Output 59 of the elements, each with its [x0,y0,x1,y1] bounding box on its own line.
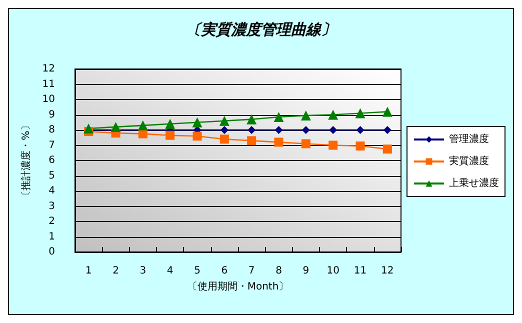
x-tick-label: 3 [140,266,146,276]
y-tick-label: 2 [48,216,55,227]
y-tick-label: 9 [48,109,55,120]
point [84,123,94,134]
x-tick-label: 10 [326,266,340,276]
y-tick-label: 11 [42,78,55,90]
x-axis-title: 〔使用期間・Month〕 [187,280,289,292]
x-tick-label: 12 [381,266,394,276]
point [356,126,364,134]
y-tick-label: 3 [48,200,55,212]
x-tick-label: 5 [194,266,200,276]
point [300,110,311,121]
x-tick-label: 1 [85,266,92,276]
x-tick-label: 9 [302,266,310,276]
y-tick-label: 12 [42,64,55,74]
x-tick-label: 8 [276,266,282,276]
x-tick-label: 11 [354,266,367,276]
point [355,108,366,118]
point [246,114,257,124]
point [301,139,310,148]
y-tick-label: 1 [48,231,55,242]
y-tick-label: 4 [48,186,55,196]
point [220,126,228,134]
point [382,106,392,117]
point [192,117,202,128]
point [247,136,256,146]
point [220,134,229,144]
point [274,138,284,147]
y-tick-label: 5 [48,170,55,182]
point [192,132,202,141]
x-tick-label: 2 [112,266,119,276]
point [248,126,256,134]
legend-label: 管理濃度 [449,133,489,145]
point [382,144,392,154]
point [383,126,392,134]
y-tick-label: 6 [48,155,55,166]
x-tick-label: 7 [248,266,255,276]
point [138,120,148,130]
point [302,126,310,134]
point [165,118,176,129]
point [274,126,283,134]
point [328,110,338,120]
x-tick-label: 4 [166,266,174,276]
point [166,130,175,140]
point [274,112,284,122]
chart-title: 〔実質濃度管理曲線〕 [186,20,336,38]
legend-label: 上乗せ濃度 [449,177,499,189]
point [328,140,338,150]
point [329,126,338,134]
y-tick-label: 10 [42,94,55,105]
y-tick-label: 7 [48,140,55,151]
point [219,116,230,126]
y-tick-label: 8 [48,124,55,136]
legend-label: 実質濃度 [449,155,489,167]
point [110,122,121,132]
x-tick-label: 6 [221,266,228,276]
point [356,142,365,151]
y-tick-label: 0 [48,246,55,258]
y-axis-title: 〔推計濃度・%〕 [20,120,32,200]
